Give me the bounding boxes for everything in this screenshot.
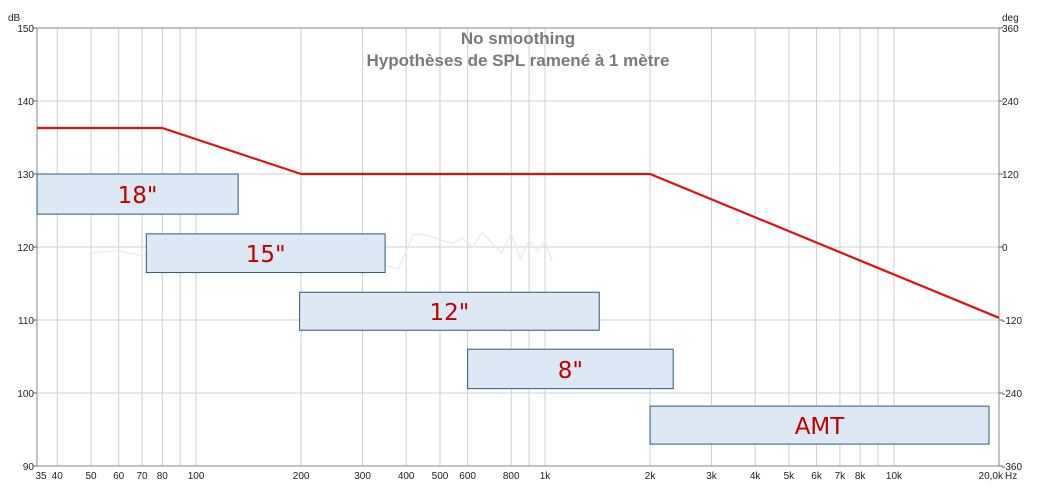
x-tick-label: 400 xyxy=(398,471,415,482)
x-tick-label: 80 xyxy=(157,471,169,482)
driver-range-label: 8" xyxy=(558,358,583,384)
y-tick-label: 140 xyxy=(17,97,34,108)
x-tick-label: 2k xyxy=(645,471,657,482)
x-tick-labels: 35 40 50 60 70 80 100 200 300 400 500 600 800 1k 2k 3k 4… xyxy=(35,471,1004,482)
driver-range-box xyxy=(649,405,990,445)
x-tick-label: 300 xyxy=(354,471,371,482)
x-tick-label: 3k xyxy=(706,471,718,482)
y-tick-label: 100 xyxy=(17,389,34,400)
x-tick-label: 800 xyxy=(503,471,520,482)
y2-tick-label: -360 xyxy=(1002,462,1022,473)
y2-tick-label: 360 xyxy=(1002,24,1019,35)
x-tick-label: 40 xyxy=(52,471,64,482)
x-tick-label: 5k xyxy=(784,471,796,482)
y-tick-label: 110 xyxy=(18,316,34,327)
x-tick-label: 10k xyxy=(886,471,903,482)
driver-range-box xyxy=(299,291,600,331)
x-tick-label: 100 xyxy=(188,471,205,482)
driver-range-label: 15" xyxy=(246,242,286,268)
x-axis-unit: Hz xyxy=(1005,471,1017,482)
x-tick-label: 20,0k xyxy=(979,471,1004,482)
x-tick-label: 4k xyxy=(750,471,762,482)
x-tick-label: 1k xyxy=(540,471,552,482)
x-tick-label: 200 xyxy=(293,471,310,482)
y-tick-label: 130 xyxy=(17,170,34,181)
driver-range-label: 12" xyxy=(429,300,469,326)
y2-tick-label: -240 xyxy=(1002,389,1022,400)
x-tick-label: 70 xyxy=(136,471,148,482)
y2-tick-label: 240 xyxy=(1002,97,1019,108)
y2-tick-label: 0 xyxy=(1002,243,1008,254)
x-tick-label: 60 xyxy=(113,471,125,482)
x-tick-label: 8k xyxy=(855,471,867,482)
spl-series-line xyxy=(37,126,1000,319)
y-tick-label: 150 xyxy=(17,24,34,35)
right-axis-unit: deg xyxy=(1002,13,1019,24)
driver-range-label: AMT xyxy=(795,414,846,440)
driver-range-label: 18" xyxy=(118,183,158,209)
y-tick-labels: 150 140 130 120 110 100 90 xyxy=(17,24,37,473)
spl-series-group xyxy=(37,126,1000,319)
x-tick-label: 50 xyxy=(85,471,97,482)
x-tick-label: 500 xyxy=(432,471,449,482)
chart-subtitle: Hypothèses de SPL ramené à 1 mètre xyxy=(367,51,670,70)
driver-range-box xyxy=(145,233,386,274)
left-axis-unit: dB xyxy=(8,13,21,24)
driver-range-box xyxy=(467,348,674,390)
y-tick-label: 120 xyxy=(17,243,34,254)
y-tick-label: 90 xyxy=(23,462,35,473)
driver-range-box xyxy=(36,173,239,215)
driver-range-boxes: 18" 15" 12" 8" AMT xyxy=(36,173,990,445)
y2-tick-label: -120 xyxy=(1002,316,1022,327)
y2-tick-label: 120 xyxy=(1002,170,1019,181)
x-tick-label: 6k xyxy=(811,471,823,482)
y2-tick-labels: 360 240 120 0 -120 -240 -360 xyxy=(999,24,1022,473)
x-tick-label: 600 xyxy=(459,471,476,482)
x-tick-label: 7k xyxy=(835,471,847,482)
x-tick-label: 35 xyxy=(35,471,47,482)
chart-title: No smoothing xyxy=(461,29,575,48)
